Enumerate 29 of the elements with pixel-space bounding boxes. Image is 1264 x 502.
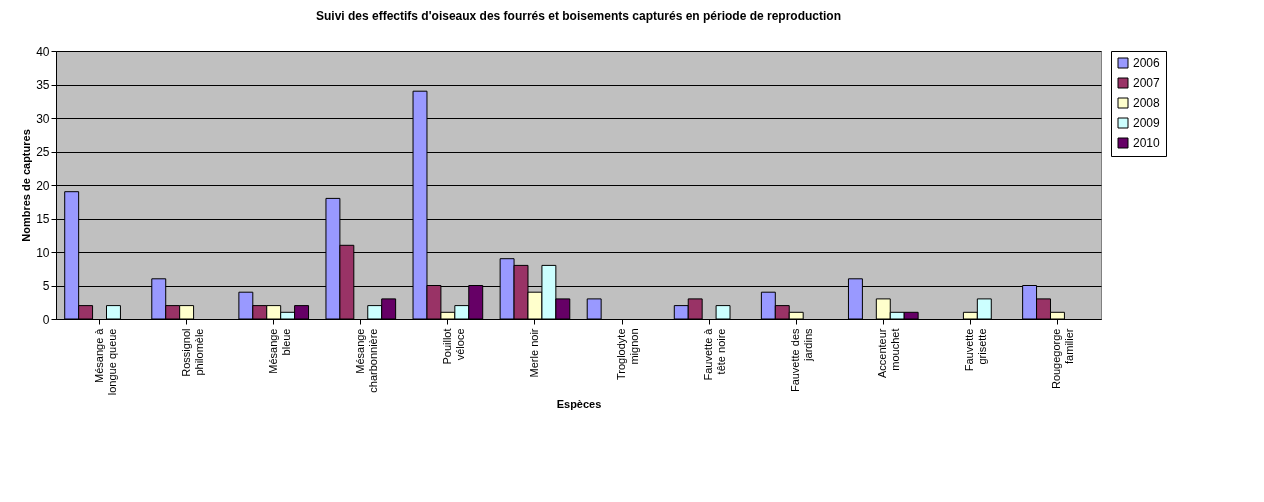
- x-tick-label: Fauvette à tête noire: [702, 327, 728, 381]
- x-tick-label: Accenteur mouchet: [876, 328, 902, 379]
- x-tick-label: Pouillot véloce: [440, 328, 466, 365]
- y-tick-label: 15: [36, 212, 50, 226]
- legend-label: 2006: [1133, 56, 1161, 70]
- y-tick-label: 20: [36, 178, 50, 193]
- legend-label: 2010: [1133, 136, 1161, 150]
- y-tick-label: 25: [36, 145, 50, 159]
- x-axis-title: Espèces: [556, 398, 602, 411]
- y-tick-label: 0: [42, 312, 50, 327]
- legend-label: 2008: [1133, 96, 1161, 110]
- y-tick-label: 10: [36, 245, 50, 260]
- y-tick-label: 35: [36, 78, 50, 92]
- y-axis-title: Nombres de captures: [20, 129, 33, 242]
- x-tick-label: Fauvette des jardins: [789, 328, 815, 393]
- y-tick-label: 40: [36, 44, 50, 59]
- x-tick-label: Rougegorge familier: [1050, 328, 1076, 390]
- x-tick-label: Mésange charbonnière: [353, 328, 379, 393]
- legend-label: 2007: [1133, 76, 1161, 90]
- chart-title: Suivi des effectifs d'oiseaux des fourrés et boisements capturés en période de reproduction: [316, 9, 841, 23]
- legend-label: 2009: [1133, 116, 1161, 130]
- x-tick-label: Fauvette grisette: [963, 328, 989, 372]
- x-tick-label: Troglodyte mignon: [615, 328, 641, 381]
- y-tick-label: 30: [36, 111, 50, 126]
- x-tick-label: Mésange bleue: [266, 328, 292, 374]
- x-tick-label: Rossignol philomèle: [179, 328, 205, 377]
- x-tick-label: Merle noir: [527, 328, 540, 378]
- y-tick-label: 5: [42, 279, 50, 293]
- x-tick-label: Mésange à longue queue: [92, 327, 118, 396]
